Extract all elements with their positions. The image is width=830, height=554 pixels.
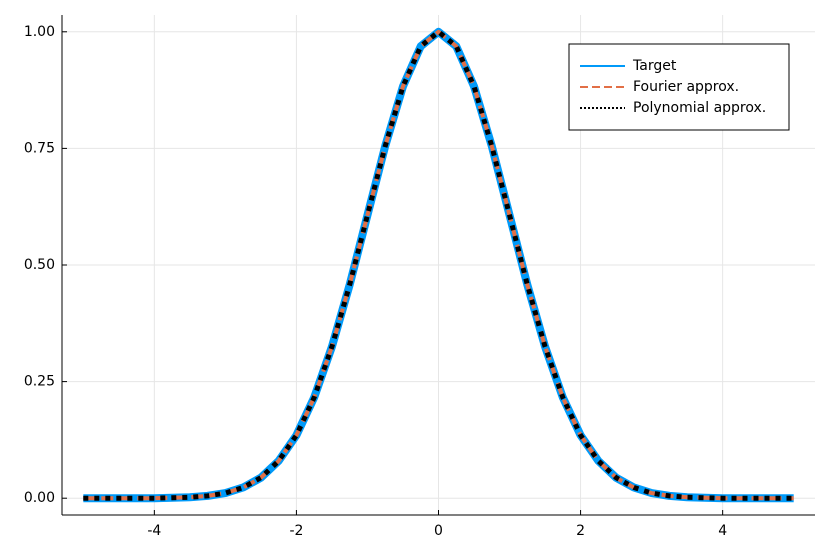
x-tick-label: 0 [434, 523, 443, 539]
legend-label: Polynomial approx. [633, 100, 766, 116]
x-tick-label: 2 [576, 523, 585, 539]
x-tick-label: -2 [289, 523, 303, 539]
y-tick-label: 0.50 [24, 257, 55, 273]
y-tick-label: 0.75 [24, 140, 55, 156]
y-tick-label: 0.25 [24, 374, 55, 390]
x-tick-label: 4 [718, 523, 727, 539]
legend-label: Fourier approx. [633, 79, 739, 95]
x-tick-label: -4 [147, 523, 161, 539]
y-tick-label: 1.00 [24, 24, 55, 40]
legend-label: Target [632, 58, 677, 74]
series-line [83, 29, 794, 501]
legend: Target Fourier approx. Polynomial approx. [568, 43, 790, 131]
y-tick-label: 0.00 [24, 490, 55, 506]
